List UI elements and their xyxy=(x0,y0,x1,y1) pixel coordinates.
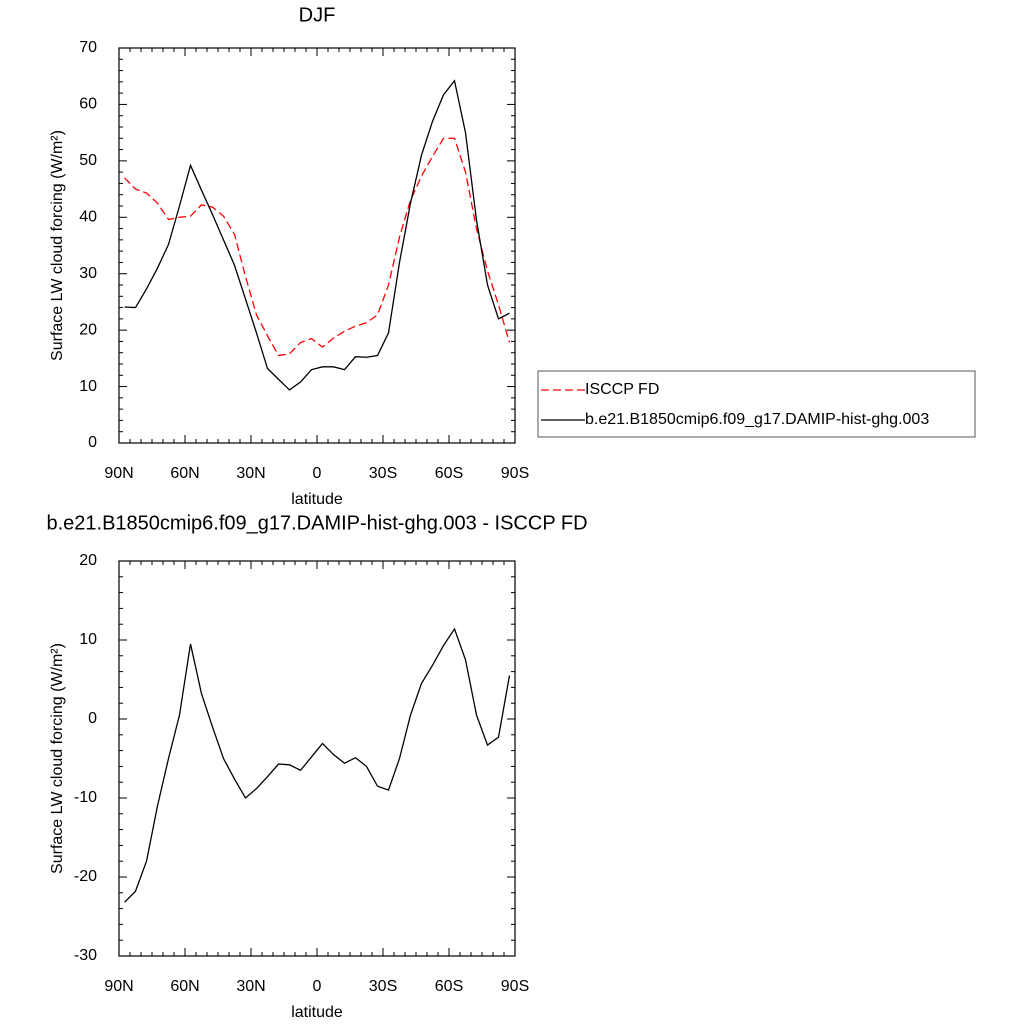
y-tick-label: -20 xyxy=(74,868,97,885)
y-tick-label: 0 xyxy=(88,434,97,451)
y-tick-label: 10 xyxy=(79,378,97,395)
x-tick-label: 30S xyxy=(369,465,397,482)
plot-frame xyxy=(118,47,516,444)
legend-label: ISCCP FD xyxy=(585,381,659,398)
x-axis-label: latitude xyxy=(291,491,343,508)
x-tick-label: 30N xyxy=(236,465,265,482)
data-line xyxy=(124,137,511,357)
y-tick-label: 10 xyxy=(79,631,97,648)
y-tick-label: 20 xyxy=(79,552,97,569)
y-tick-label: 20 xyxy=(79,321,97,338)
x-tick-label: 30S xyxy=(369,978,397,995)
y-tick-label: 50 xyxy=(79,152,97,169)
y-tick-label: 30 xyxy=(79,265,97,282)
y-axis-label: Surface LW cloud forcing (W/m²) xyxy=(49,643,66,874)
legend-label: b.e21.B1850cmip6.f09_g17.DAMIP-hist-ghg.… xyxy=(585,411,929,428)
x-tick-label: 60S xyxy=(435,978,463,995)
plot-frame xyxy=(118,560,516,957)
data-line xyxy=(124,79,510,391)
x-tick-label: 90N xyxy=(104,978,133,995)
x-tick-label: 60N xyxy=(170,465,199,482)
y-tick-label: 40 xyxy=(79,209,97,226)
y-tick-label: 70 xyxy=(79,39,97,56)
y-tick-label: -10 xyxy=(74,789,97,806)
x-tick-label: 60S xyxy=(435,465,463,482)
x-tick-label: 30N xyxy=(236,978,265,995)
x-axis-label: latitude xyxy=(291,1004,343,1021)
x-tick-label: 0 xyxy=(313,978,322,995)
x-tick-label: 0 xyxy=(313,465,322,482)
legend: ISCCP FD b.e21.B1850cmip6.f09_g17.DAMIP-h… xyxy=(537,370,976,438)
x-tick-label: 90S xyxy=(501,465,529,482)
legend-box xyxy=(537,370,976,438)
y-tick-label: -30 xyxy=(74,947,97,964)
y-tick-label: 0 xyxy=(88,710,97,727)
x-tick-label: 60N xyxy=(170,978,199,995)
chart-title: b.e21.B1850cmip6.f09_g17.DAMIP-hist-ghg.… xyxy=(46,512,587,534)
y-tick-label: 60 xyxy=(79,96,97,113)
chart-title: DJF xyxy=(299,4,336,26)
x-tick-label: 90N xyxy=(104,465,133,482)
x-tick-label: 90S xyxy=(501,978,529,995)
data-line xyxy=(124,627,511,903)
y-axis-label: Surface LW cloud forcing (W/m²) xyxy=(49,130,66,361)
